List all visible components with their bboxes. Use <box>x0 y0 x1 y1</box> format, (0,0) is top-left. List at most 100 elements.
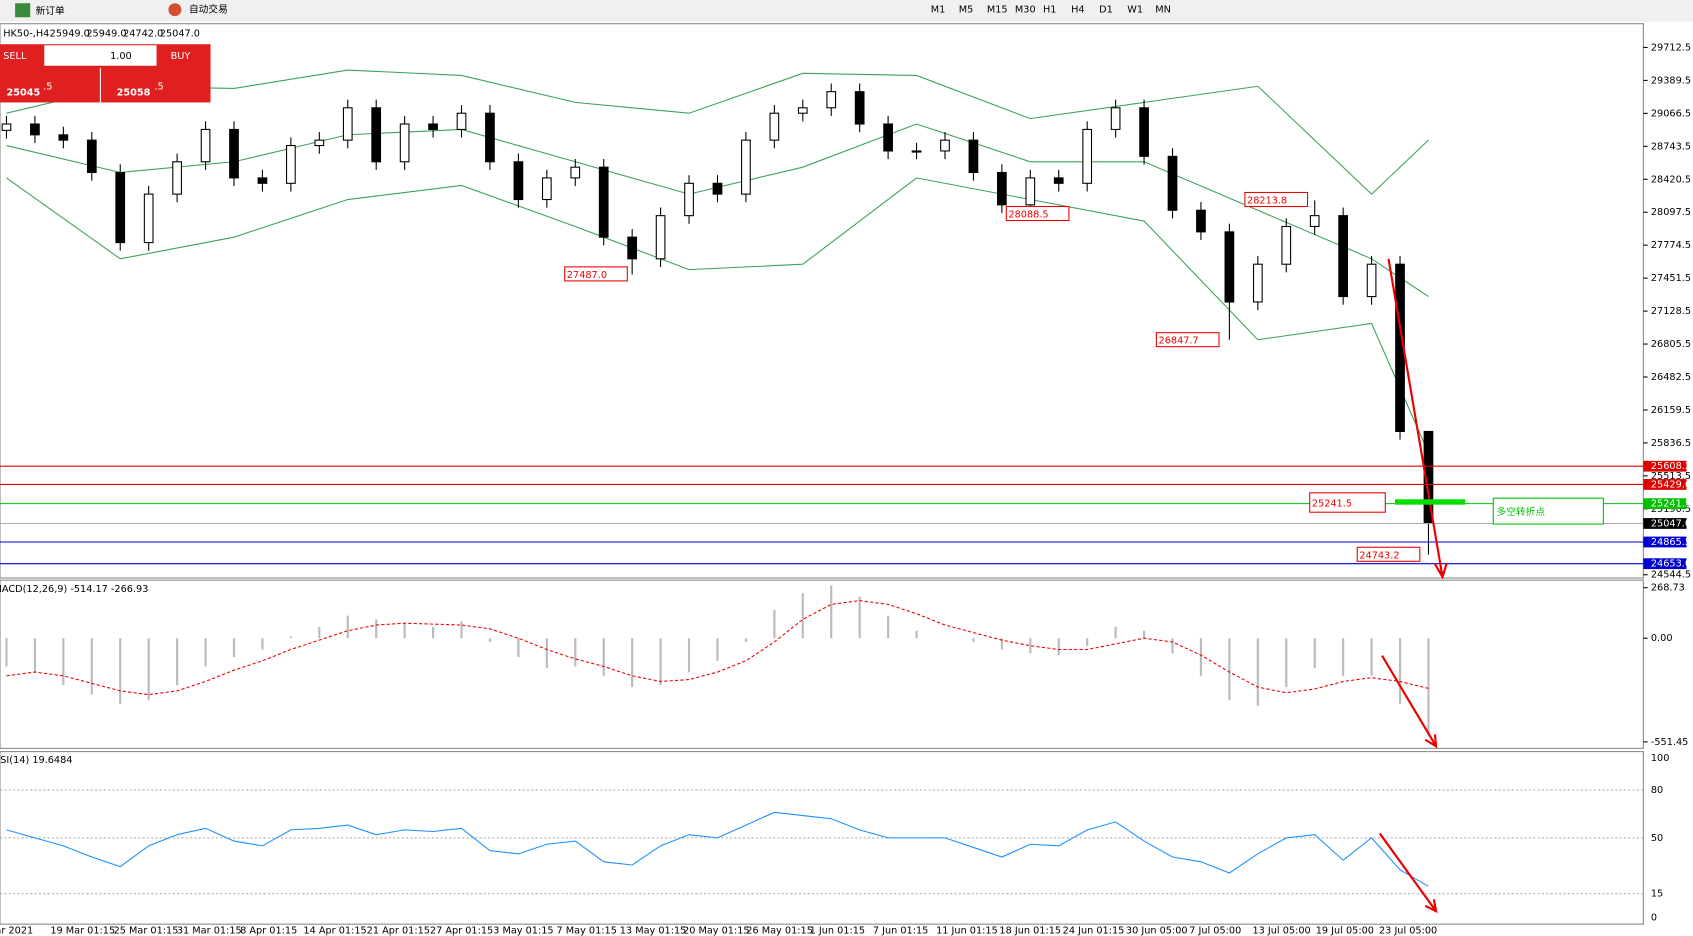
low: 24742.0 <box>123 28 163 39</box>
ask-main[interactable]: 25058 <box>117 88 151 99</box>
auto-trading[interactable]: 自动交易 <box>189 3 228 16</box>
macd-bar <box>1057 638 1060 656</box>
new-order-icon[interactable] <box>15 3 31 18</box>
level-label: 25608.2 <box>1651 461 1691 472</box>
macd-bar <box>1199 638 1203 676</box>
sell-button[interactable]: SELL <box>3 51 27 62</box>
y-tick-label: -551.45 <box>1651 737 1688 748</box>
auto-trade-icon[interactable] <box>168 3 182 17</box>
annotation-box <box>1155 332 1220 348</box>
x-tick-label: 13 May 01:15 <box>620 926 687 936</box>
close: 25047.0 <box>160 28 200 39</box>
macd-bar <box>744 638 747 642</box>
trend-arrows <box>1379 258 1448 914</box>
annotation: 28213.8 <box>1247 196 1287 207</box>
macd-bar <box>90 638 93 695</box>
macd-bar <box>659 638 662 686</box>
macd-bar <box>261 638 264 650</box>
candle-body <box>428 123 438 130</box>
candle-body <box>741 139 751 195</box>
macd-bar <box>1427 638 1430 735</box>
timeframe[interactable]: H4 <box>1071 5 1084 16</box>
level-tag <box>1643 558 1687 570</box>
macd-bar <box>1398 638 1402 705</box>
candle-body <box>456 112 467 130</box>
x-tick-label: 7 Jul 05:00 <box>1189 926 1241 936</box>
ask-frac[interactable]: .5 <box>154 81 163 92</box>
candle-body <box>1309 215 1320 228</box>
level-tag <box>1643 536 1687 548</box>
candle-body <box>200 128 211 163</box>
timeframe[interactable]: D1 <box>1099 5 1113 16</box>
timeframe[interactable]: M5 <box>959 5 974 16</box>
candle-body <box>968 139 979 174</box>
candle-body <box>1224 231 1235 303</box>
candle-body <box>399 123 410 163</box>
candle-body <box>1 123 12 131</box>
y-tick-label: 26482.5 <box>1651 372 1691 383</box>
y-tick-label: 100 <box>1651 753 1670 764</box>
timeframe[interactable]: M1 <box>931 5 946 16</box>
macd-label: MACD(12,26,9) -514.17 -266.93 <box>0 584 148 595</box>
bid-frac[interactable]: .5 <box>43 81 52 92</box>
candle-body <box>1252 263 1263 303</box>
annotation: 26847.7 <box>1159 336 1199 347</box>
buy-button[interactable]: BUY <box>171 51 191 62</box>
level-marker <box>1394 499 1466 505</box>
candle-body <box>143 193 154 244</box>
note-box <box>1492 497 1604 525</box>
macd-bar <box>62 638 65 686</box>
candle-body <box>1082 128 1093 184</box>
candle-body <box>485 112 495 163</box>
y-tick-label: 27451.5 <box>1651 273 1691 284</box>
lot[interactable]: 1.00 <box>110 51 132 62</box>
candle-body <box>940 139 950 152</box>
macd-bar <box>289 636 292 639</box>
x-tick-label: 1 Jun 01:15 <box>810 926 866 936</box>
timeframe[interactable]: W1 <box>1127 5 1143 16</box>
x-tick-label: 19 Mar 01:15 <box>50 926 115 936</box>
timeframe[interactable]: H1 <box>1043 5 1056 16</box>
candle-body <box>826 91 837 109</box>
x-tick-label: 7 Jun 01:15 <box>873 926 929 936</box>
candle-body <box>172 161 182 195</box>
bid-main[interactable]: 25045 <box>6 88 40 99</box>
candle-body <box>627 236 638 260</box>
macd-bar <box>602 638 605 676</box>
candle-body <box>598 166 609 238</box>
arrow <box>1381 655 1438 749</box>
macd-bar <box>346 615 349 639</box>
macd-bar <box>1313 638 1316 669</box>
level-label: 24653.0 <box>1651 559 1691 570</box>
level-label: 25241.5 <box>1651 499 1691 510</box>
macd-bar <box>1000 638 1003 650</box>
new-order[interactable]: 新订单 <box>36 4 65 17</box>
note: 多空转折点 <box>1496 505 1545 518</box>
level-tag <box>1643 460 1687 472</box>
timeframe[interactable]: M15 <box>987 5 1008 16</box>
macd-bar <box>119 638 122 705</box>
y-tick-label: 24544.5 <box>1651 570 1691 581</box>
y-tick-label: 50 <box>1651 833 1663 844</box>
y-tick-label: 28097.5 <box>1651 207 1691 218</box>
candle-body <box>1053 177 1064 184</box>
x-tick-label: 19 Jul 05:00 <box>1316 926 1374 936</box>
trade-panel: SELL 1.00 BUY 25045 .5 25058 .5 <box>0 44 211 103</box>
macd-bar <box>1256 638 1259 706</box>
timeframe[interactable]: MN <box>1155 5 1171 16</box>
y-tick-label: 28743.5 <box>1651 141 1691 152</box>
annotation-box <box>1309 492 1386 513</box>
macd-bar <box>972 638 975 642</box>
macd-bar <box>1086 638 1089 646</box>
rsi-line <box>6 811 1429 887</box>
candle-body <box>541 177 552 201</box>
bollinger-upper <box>6 69 1429 195</box>
macd-bar <box>204 638 207 667</box>
lot-box[interactable] <box>44 45 157 66</box>
y-tick-label: 29066.5 <box>1651 108 1691 119</box>
y-tick-label: 0.00 <box>1651 633 1673 644</box>
timeframe[interactable]: M30 <box>1015 5 1036 16</box>
macd-bar <box>716 638 719 661</box>
candle-body <box>1281 225 1292 265</box>
